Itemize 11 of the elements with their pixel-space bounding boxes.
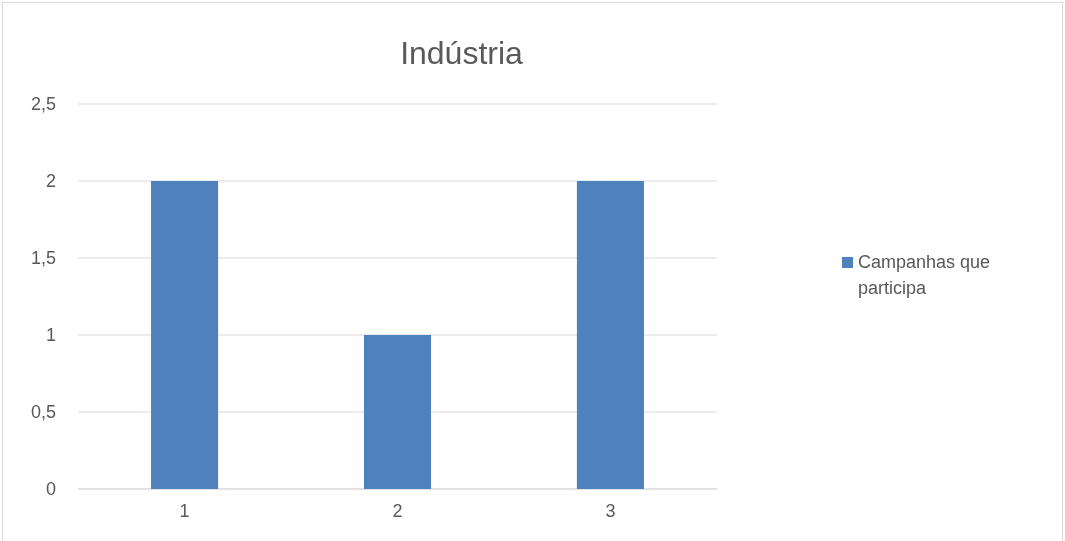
y-tick-label: 2 — [45, 171, 56, 192]
chart-title: Indústria — [400, 35, 524, 71]
y-tick-label: 2,5 — [30, 94, 56, 115]
x-tick-label: 3 — [605, 501, 616, 521]
x-tick-label: 1 — [179, 501, 190, 521]
x-tick-label: 2 — [392, 501, 403, 521]
y-tick-label: 1,5 — [30, 248, 56, 269]
y-tick-label: 0 — [45, 479, 56, 500]
legend-label: Campanhas que participa — [858, 252, 991, 298]
y-tick-label: 1 — [45, 325, 56, 346]
y-tick-label: 0,5 — [30, 402, 56, 423]
